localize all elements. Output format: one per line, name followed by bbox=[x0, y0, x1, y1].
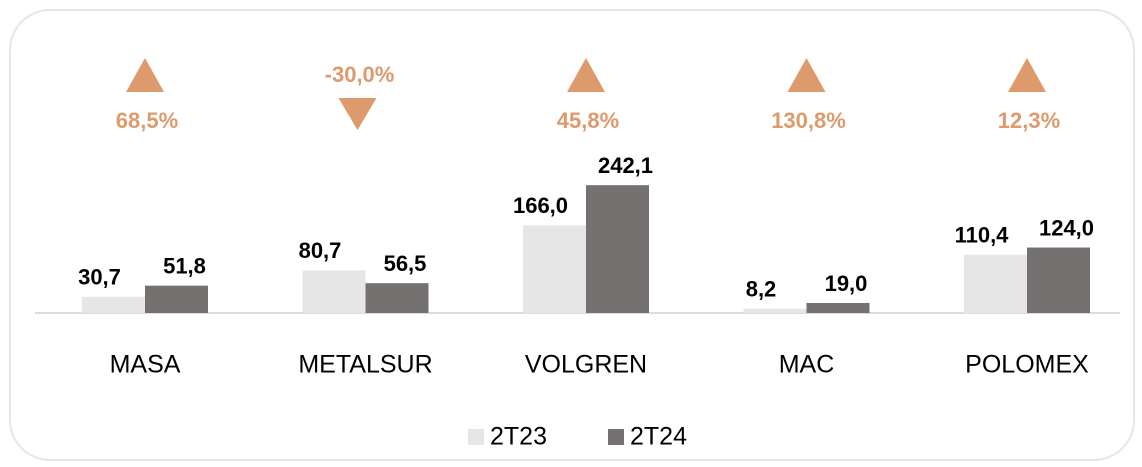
data-label: 80,7 bbox=[299, 238, 342, 263]
data-label: 8,2 bbox=[746, 276, 777, 301]
change-label: -30,0% bbox=[325, 62, 395, 87]
change-arrow bbox=[126, 58, 164, 92]
x-tick-label: POLOMEX bbox=[965, 351, 1089, 379]
bar bbox=[523, 225, 586, 313]
bar bbox=[145, 285, 208, 313]
x-tick-label: VOLGREN bbox=[525, 351, 647, 379]
data-label: 242,1 bbox=[598, 153, 653, 178]
bar bbox=[82, 296, 145, 313]
bar bbox=[964, 254, 1027, 313]
x-tick-label: MASA bbox=[110, 351, 181, 379]
x-tick-label: MAC bbox=[779, 351, 835, 379]
legend-swatch bbox=[608, 429, 624, 445]
legend-swatch bbox=[468, 429, 484, 445]
change-label: 68,5% bbox=[116, 108, 178, 133]
change-arrow bbox=[567, 58, 605, 92]
legend-label: 2T23 bbox=[490, 423, 547, 451]
data-label: 56,5 bbox=[384, 251, 427, 276]
bar bbox=[365, 283, 429, 313]
bar bbox=[806, 302, 870, 313]
bar bbox=[586, 185, 649, 313]
change-arrow bbox=[1008, 58, 1046, 92]
bar bbox=[302, 270, 366, 313]
change-label: 45,8% bbox=[557, 108, 619, 133]
data-label: 19,0 bbox=[825, 271, 868, 296]
bar bbox=[743, 308, 807, 313]
data-label: 30,7 bbox=[78, 265, 121, 290]
data-label: 51,8 bbox=[163, 253, 206, 278]
change-label: 12,3% bbox=[998, 108, 1060, 133]
data-label: 124,0 bbox=[1039, 215, 1094, 240]
bar bbox=[1027, 247, 1090, 313]
change-arrow bbox=[787, 58, 826, 92]
data-label: 166,0 bbox=[513, 193, 568, 218]
change-label: 130,8% bbox=[771, 108, 846, 133]
legend-label: 2T24 bbox=[630, 423, 687, 451]
data-label: 110,4 bbox=[955, 223, 1010, 248]
change-arrow bbox=[338, 98, 377, 130]
x-tick-label: METALSUR bbox=[298, 351, 432, 379]
